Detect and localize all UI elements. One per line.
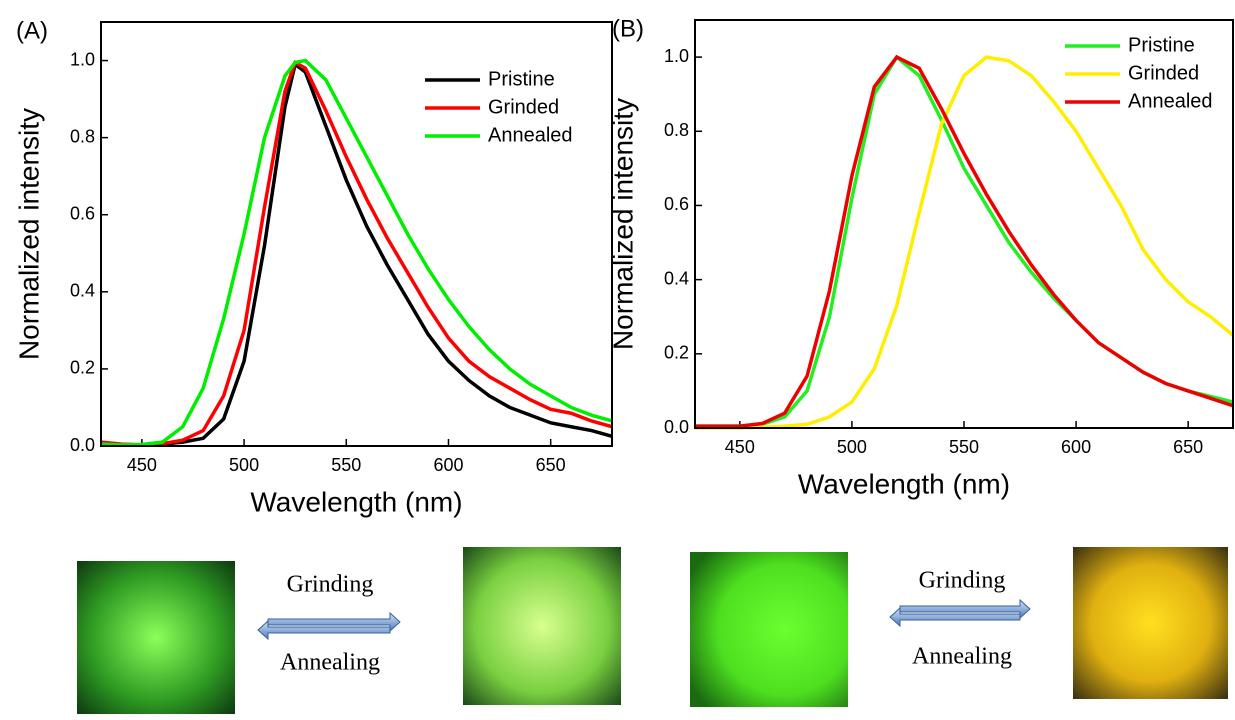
series-line [100, 59, 613, 447]
legend-label: Annealed [488, 124, 573, 146]
process-label: Annealing [912, 644, 1012, 670]
photo [463, 547, 621, 705]
double-arrow [889, 598, 1031, 628]
process-label: Annealing [280, 650, 380, 676]
series-line [100, 58, 613, 447]
x-axis-label: Wavelength (nm) [250, 486, 462, 517]
y-axis-label: Normalized intensity [13, 108, 44, 360]
photo [690, 552, 848, 707]
plot-frame [694, 19, 1234, 429]
y-tick-label: 1.0 [70, 49, 95, 69]
photo [77, 561, 235, 714]
panel-label: (A) [16, 17, 48, 44]
process-label: Grinding [287, 572, 374, 598]
y-tick-label: 0.0 [70, 435, 95, 455]
plot-frame [100, 21, 613, 447]
y-tick-label: 0.6 [664, 194, 689, 214]
y-axis-label: Normalized intensity [607, 98, 638, 350]
y-tick-label: 0.4 [664, 268, 689, 288]
x-tick-label: 500 [229, 455, 259, 475]
process-label: Grinding [919, 568, 1006, 594]
legend-label: Grinded [1128, 62, 1199, 84]
x-tick-label: 600 [1061, 437, 1091, 457]
series-line [695, 54, 1234, 428]
y-tick-label: 0.0 [664, 417, 689, 437]
x-tick-label: 650 [1173, 437, 1203, 457]
series-line [695, 54, 1234, 428]
y-tick-label: 0.2 [70, 358, 95, 378]
x-tick-label: 450 [127, 455, 157, 475]
x-tick-label: 650 [536, 455, 566, 475]
y-tick-label: 0.4 [70, 281, 95, 301]
legend-label: Pristine [1128, 34, 1195, 56]
x-tick-label: 500 [837, 437, 867, 457]
legend-label: Pristine [488, 68, 555, 90]
x-tick-label: 450 [725, 437, 755, 457]
series-line [695, 55, 1235, 430]
legend-label: Annealed [1128, 90, 1213, 112]
y-tick-label: 0.8 [664, 120, 689, 140]
series-line [100, 61, 613, 447]
double-arrow [257, 611, 401, 641]
x-tick-label: 550 [331, 455, 361, 475]
y-tick-label: 1.0 [664, 46, 689, 66]
y-tick-label: 0.6 [70, 203, 95, 223]
legend-label: Grinded [488, 96, 559, 118]
x-axis-label: Wavelength (nm) [798, 468, 1010, 499]
photo [1073, 547, 1228, 699]
x-tick-label: 600 [433, 455, 463, 475]
y-tick-label: 0.8 [70, 126, 95, 146]
x-tick-label: 550 [949, 437, 979, 457]
panel-label: (B) [612, 15, 644, 42]
y-tick-label: 0.2 [664, 343, 689, 363]
